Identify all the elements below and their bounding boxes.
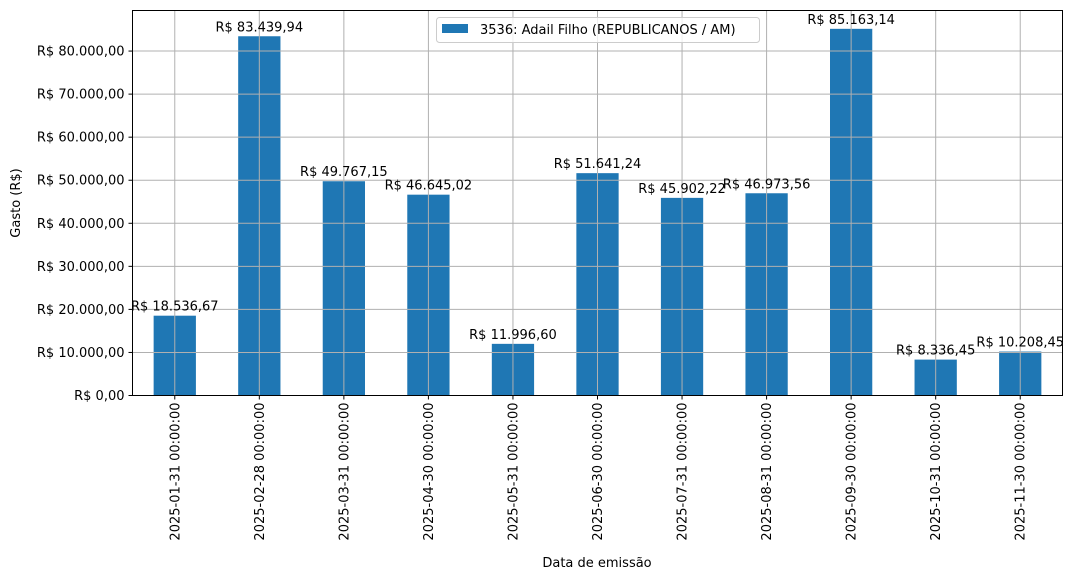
x-tick-label: 2025-06-30 00:00:00 xyxy=(591,403,606,541)
legend-frame xyxy=(436,17,760,43)
y-tick-label: R$ 0,00 xyxy=(74,389,124,404)
x-axis-label: Data de emissão xyxy=(542,556,651,571)
x-tick-label: 2025-03-31 00:00:00 xyxy=(337,403,352,541)
y-axis-label: Gasto (R$) xyxy=(9,168,24,237)
x-tick-label: 2025-10-31 00:00:00 xyxy=(929,403,944,541)
x-tick-label: 2025-02-28 00:00:00 xyxy=(253,403,268,541)
legend-label: 3536: Adail Filho (REPUBLICANOS / AM) xyxy=(480,23,736,38)
bar-data-label: R$ 85.163,14 xyxy=(807,13,895,28)
bar-data-label: R$ 83.439,94 xyxy=(216,20,304,35)
bar-data-label: R$ 49.767,15 xyxy=(300,165,388,180)
y-tick-label: R$ 60.000,00 xyxy=(37,131,125,146)
y-tick-label: R$ 10.000,00 xyxy=(37,346,125,361)
bar-data-label: R$ 46.645,02 xyxy=(385,179,473,194)
y-tick-label: R$ 30.000,00 xyxy=(37,260,125,275)
bar-data-label: R$ 45.902,22 xyxy=(638,182,726,197)
x-tick-label: 2025-04-30 00:00:00 xyxy=(422,403,437,541)
x-tick-label: 2025-11-30 00:00:00 xyxy=(1014,403,1029,541)
legend-swatch xyxy=(442,24,468,33)
x-tick-label: 2025-05-31 00:00:00 xyxy=(506,403,521,541)
y-tick-label: R$ 80.000,00 xyxy=(37,45,125,60)
bar-data-label: R$ 18.536,67 xyxy=(131,300,219,315)
y-tick-label: R$ 20.000,00 xyxy=(37,303,125,318)
legend: 3536: Adail Filho (REPUBLICANOS / AM) xyxy=(436,17,760,43)
y-tick-label: R$ 50.000,00 xyxy=(37,174,125,189)
x-tick-label: 2025-08-31 00:00:00 xyxy=(760,403,775,541)
bar-data-label: R$ 8.336,45 xyxy=(896,344,975,359)
bar-data-label: R$ 10.208,45 xyxy=(976,336,1064,351)
bar-data-label: R$ 11.996,60 xyxy=(469,328,557,343)
y-tick-label: R$ 70.000,00 xyxy=(37,88,125,103)
bar-data-label: R$ 51.641,24 xyxy=(554,157,642,172)
x-tick-label: 2025-01-31 00:00:00 xyxy=(168,403,183,541)
x-tick-label: 2025-07-31 00:00:00 xyxy=(676,403,691,541)
y-tick-label: R$ 40.000,00 xyxy=(37,217,125,232)
bar-data-label: R$ 46.973,56 xyxy=(723,177,811,192)
x-tick-label: 2025-09-30 00:00:00 xyxy=(845,403,860,541)
